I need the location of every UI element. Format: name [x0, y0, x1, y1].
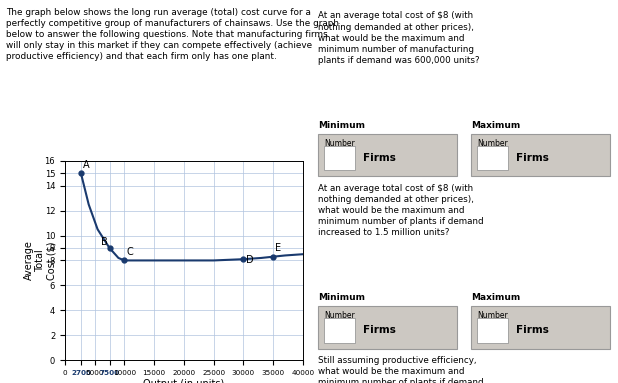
Text: At an average total cost of $8 (with
nothing demanded at other prices),
what wou: At an average total cost of $8 (with not… — [318, 184, 484, 237]
Text: B: B — [101, 237, 108, 247]
FancyBboxPatch shape — [324, 146, 355, 170]
FancyBboxPatch shape — [477, 318, 508, 343]
FancyBboxPatch shape — [471, 134, 611, 176]
Text: Minimum: Minimum — [318, 293, 365, 302]
FancyBboxPatch shape — [324, 318, 355, 343]
Text: Number: Number — [324, 311, 355, 320]
Text: Number: Number — [477, 311, 508, 320]
Y-axis label: Average
Total
Cost ($): Average Total Cost ($) — [23, 241, 57, 280]
Text: Maximum: Maximum — [471, 121, 520, 129]
Text: At an average total cost of $8 (with
nothing demanded at other prices),
what wou: At an average total cost of $8 (with not… — [318, 11, 480, 65]
Text: Firms: Firms — [363, 153, 396, 163]
Text: Maximum: Maximum — [471, 293, 520, 302]
Text: D: D — [246, 255, 253, 265]
FancyBboxPatch shape — [471, 306, 611, 349]
Text: Still assuming productive efficiency,
what would be the maximum and
minimum numb: Still assuming productive efficiency, wh… — [318, 356, 484, 383]
Text: E: E — [276, 243, 282, 253]
Text: Minimum: Minimum — [318, 121, 365, 129]
Text: The graph below shows the long run average (total) cost curve for a
perfectly co: The graph below shows the long run avera… — [6, 8, 339, 61]
Text: Number: Number — [477, 139, 508, 147]
Text: Firms: Firms — [515, 325, 548, 336]
Text: C: C — [127, 247, 133, 257]
Text: Number: Number — [324, 139, 355, 147]
X-axis label: Output (in units): Output (in units) — [143, 378, 224, 383]
Text: A: A — [83, 160, 90, 170]
Text: Firms: Firms — [515, 153, 548, 163]
FancyBboxPatch shape — [318, 306, 457, 349]
FancyBboxPatch shape — [477, 146, 508, 170]
Text: Firms: Firms — [363, 325, 396, 336]
FancyBboxPatch shape — [318, 134, 457, 176]
